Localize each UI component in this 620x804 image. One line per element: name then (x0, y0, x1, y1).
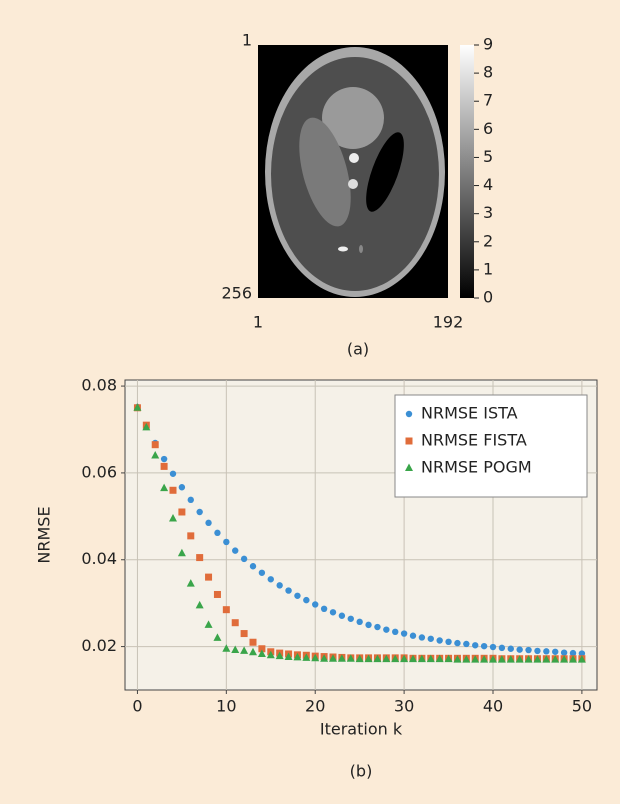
marker (508, 646, 514, 652)
marker (188, 497, 194, 503)
marker (561, 649, 567, 655)
legend-label: NRMSE FISTA (421, 431, 527, 450)
marker (170, 471, 176, 477)
marker (241, 630, 248, 637)
page: {"chart_data":[ {"type":"image","caption… (0, 0, 620, 804)
marker (250, 639, 257, 646)
marker (232, 619, 239, 626)
marker (525, 647, 531, 653)
marker (436, 637, 442, 643)
marker (543, 648, 549, 654)
y-tick-label: 0.08 (81, 376, 117, 395)
marker (170, 487, 177, 494)
marker (383, 626, 389, 632)
y-axis-label: NRMSE (35, 506, 54, 563)
marker (294, 593, 300, 599)
x-tick-label: 10 (216, 697, 236, 716)
colorbar-tick-label: 4 (483, 175, 493, 194)
marker (365, 622, 371, 628)
marker (205, 574, 212, 581)
marker (552, 649, 558, 655)
y-tick-label: 0.04 (81, 549, 117, 568)
marker (401, 630, 407, 636)
colorbar-tick-label: 9 (483, 35, 493, 54)
marker (406, 411, 412, 417)
marker (152, 441, 159, 448)
colorbar-tick-label: 6 (483, 119, 493, 138)
marker (339, 613, 345, 619)
marker (516, 646, 522, 652)
marker (223, 539, 229, 545)
y-tick-label: 0.06 (81, 462, 117, 481)
x-tick-label: 192 (433, 313, 464, 332)
colorbar-tick-label: 8 (483, 63, 493, 82)
x-tick-label: 0 (132, 697, 142, 716)
marker (196, 509, 202, 515)
marker (419, 634, 425, 640)
marker (214, 591, 221, 598)
marker (330, 609, 336, 615)
marker (490, 644, 496, 650)
marker (499, 645, 505, 651)
marker (321, 606, 327, 612)
marker (250, 563, 256, 569)
marker (463, 641, 469, 647)
x-tick-label: 20 (305, 697, 325, 716)
marker (312, 601, 318, 607)
colorbar-tick-label: 0 (483, 288, 493, 307)
marker (428, 636, 434, 642)
marker (285, 587, 291, 593)
y-tick-label: 0.02 (81, 636, 117, 655)
colorbar (460, 45, 474, 298)
marker (232, 547, 238, 553)
marker (348, 616, 354, 622)
marker (241, 556, 247, 562)
x-tick-label: 50 (572, 697, 592, 716)
marker (276, 582, 282, 588)
x-tick-label: 40 (483, 697, 503, 716)
marker (534, 648, 540, 654)
marker (445, 639, 451, 645)
marker (392, 629, 398, 635)
colorbar-tick-label: 1 (483, 259, 493, 278)
marker (179, 484, 185, 490)
legend-label: NRMSE ISTA (421, 404, 518, 423)
x-axis-label: Iteration k (320, 720, 403, 739)
marker (259, 570, 265, 576)
marker (161, 463, 168, 470)
marker (406, 438, 413, 445)
y-tick-label: 1 (242, 31, 252, 50)
marker (374, 624, 380, 630)
caption: (b) (350, 762, 373, 781)
colorbar-tick-label: 3 (483, 203, 493, 222)
x-tick-label: 30 (394, 697, 414, 716)
colorbar-tick-label: 7 (483, 91, 493, 110)
marker (303, 597, 309, 603)
marker (205, 520, 211, 526)
marker (472, 642, 478, 648)
colorbar-tick-label: 2 (483, 231, 493, 250)
marker (187, 532, 194, 539)
marker (178, 508, 185, 515)
y-tick-label: 256 (221, 284, 252, 303)
legend-label: NRMSE POGM (421, 458, 532, 477)
marker (356, 619, 362, 625)
marker (454, 640, 460, 646)
marker (410, 633, 416, 639)
x-tick-label: 1 (253, 313, 263, 332)
figure: 119212560123456789(a)010203040500.020.04… (0, 0, 620, 804)
marker (223, 606, 230, 613)
marker (161, 456, 167, 462)
marker (214, 530, 220, 536)
phantom-image (258, 45, 448, 298)
caption: (a) (347, 340, 369, 359)
marker (196, 554, 203, 561)
colorbar-tick-label: 5 (483, 147, 493, 166)
marker (481, 643, 487, 649)
marker (268, 576, 274, 582)
